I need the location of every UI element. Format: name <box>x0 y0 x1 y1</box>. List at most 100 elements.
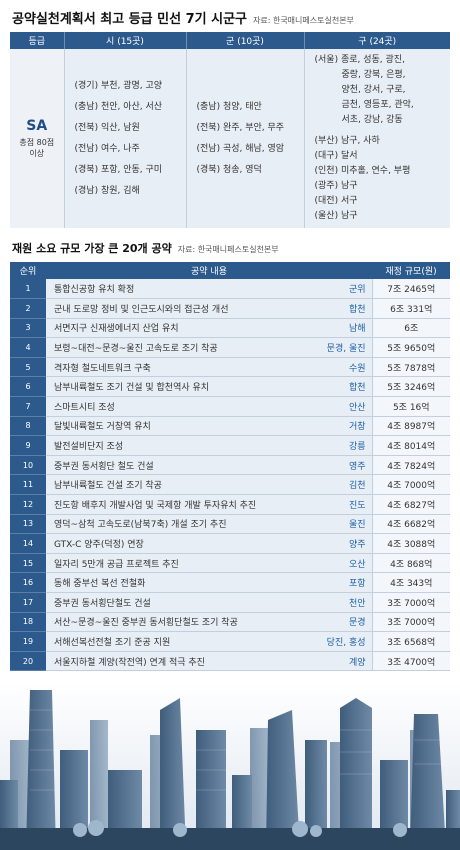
budget-header: 재정 규모(원) <box>372 262 451 279</box>
table-row: 14 GTX-C 양주(덕정) 연장 양주 4조 3088억 <box>10 533 451 554</box>
budget-cell: 5조 9650억 <box>371 337 451 358</box>
infographic-title: 공약실천계획서 최고 등급 민선 7기 시군구 자료: 한국매니페스토실천본부 <box>12 8 354 27</box>
table-row: 16 동해 중부선 복선 전철화 포항 4조 343억 <box>10 572 451 593</box>
region-cell: 강릉 <box>272 435 373 456</box>
gun-item: (충남) 청양, 태안 <box>196 101 262 112</box>
budget-cell: 4조 6682억 <box>371 514 451 535</box>
pledge-cell: GTX-C 양주(덕정) 연장 <box>46 533 272 554</box>
table-row: 9 발전설비단지 조성 강릉 4조 8014억 <box>10 435 451 456</box>
table-row: 11 남부내륙철도 건설 조기 착공 김천 4조 7000억 <box>10 474 451 496</box>
budget-cell: 3조 6568억 <box>371 631 451 652</box>
table-row: 4 보령~대전~문경~울진 고속도로 조기 착공 문경, 울진 5조 9650억 <box>10 337 451 358</box>
region-cell: 안산 <box>272 396 373 417</box>
rank-header: 순위 <box>10 262 46 279</box>
si-cell: (경기) 부천, 광명, 고양 (충남) 천안, 아산, 서산 (전북) 익산,… <box>64 49 187 228</box>
gu-seoul-item: 서초, 강남, 강동 <box>341 115 403 125</box>
gu-other-item: (인천) 미추홀, 연수, 부평 <box>314 166 411 176</box>
region-cell: 오산 <box>272 553 373 574</box>
grade-header: 등급 <box>10 32 65 49</box>
pledge-cell: 보령~대전~문경~울진 고속도로 조기 착공 <box>46 337 272 358</box>
budget-cell: 4조 868억 <box>371 553 451 574</box>
table-row: 12 진도항 배후지 개발사업 및 국제항 개발 투자유치 추진 진도 4조 6827… <box>10 494 451 515</box>
region-cell: 문경, 울진 <box>272 337 373 358</box>
title-text: 공약실천계획서 최고 등급 민선 7기 시군구 <box>12 12 247 27</box>
gu-other-item: (광주) 남구 <box>314 181 358 191</box>
table-row: 7 스마트시티 조성 안산 5조 16억 <box>10 396 451 417</box>
pledge-cell: 군내 도로망 정비 및 인근도시와의 접근성 개선 <box>46 298 272 319</box>
si-header: 시 (15곳) <box>64 32 187 49</box>
table-row: 17 중부권 동서횡단철도 건설 천안 3조 7000억 <box>10 592 451 613</box>
gun-cell: (충남) 청양, 태안 (전북) 완주, 부안, 무주 (전남) 곡성, 해남,… <box>186 49 305 228</box>
rank-cell: 15 <box>10 553 46 574</box>
rank-cell: 7 <box>10 396 46 417</box>
pledge-cell: 남부내륙철도 조기 건설 및 합천역사 유치 <box>46 376 272 398</box>
pledge-cell: 달빛내륙철도 거창역 유치 <box>46 416 272 437</box>
table-row: 3 서면지구 신재생에너지 산업 유치 남해 6조 <box>10 318 451 339</box>
rank-cell: 16 <box>10 572 46 593</box>
rank-cell: 6 <box>10 376 46 398</box>
rank-cell: 3 <box>10 318 46 339</box>
region-cell: 합천 <box>272 376 373 398</box>
budget-cell: 3조 7000억 <box>371 612 451 633</box>
budget-cell: 6조 <box>371 318 451 339</box>
region-cell: 진도 <box>272 494 373 515</box>
table-row: 10 중부권 동서횡단 철도 건설 영주 4조 7824억 <box>10 455 451 476</box>
rank-cell: 9 <box>10 435 46 456</box>
budget-cell: 3조 7000억 <box>371 592 451 613</box>
rank-cell: 10 <box>10 455 46 476</box>
rank-cell: 2 <box>10 298 46 319</box>
gu-other-item: (울산) 남구 <box>314 211 358 221</box>
rank-cell: 5 <box>10 357 46 378</box>
pledge-cell: 진도항 배후지 개발사업 및 국제항 개발 투자유치 추진 <box>46 494 272 515</box>
budget-cell: 4조 7000억 <box>371 474 451 496</box>
table-row: 1 통합신공항 유치 확정 군위 7조 2465억 <box>10 279 451 300</box>
gu-seoul-item: 중랑, 강북, 은평, <box>341 70 406 80</box>
rank-cell: 18 <box>10 612 46 633</box>
pledge-cell: 발전설비단지 조성 <box>46 435 272 456</box>
table-row: 19 서해선복선전철 조기 준공 지원 당진, 홍성 3조 6568억 <box>10 631 451 652</box>
pledge-cell: 스마트시티 조성 <box>46 396 272 417</box>
rank-cell: 8 <box>10 416 46 437</box>
rank-cell: 1 <box>10 279 46 300</box>
budget-cell: 4조 6827억 <box>371 494 451 515</box>
rank-cell: 17 <box>10 592 46 613</box>
pledge-cell: 일자리 5만개 공급 프로젝트 추진 <box>46 553 272 574</box>
pledge-cell: 격자형 철도네트워크 구축 <box>46 357 272 378</box>
gu-cell: (서울) 종로, 성동, 광진, 중랑, 강북, 은평, 양천, 강서, 구로,… <box>304 49 450 228</box>
budget-rows: 1 통합신공항 유치 확정 군위 7조 2465억 2 군내 도로망 정비 및 인근도시와… <box>10 279 451 672</box>
table-row: 20 서울지하철 계양(작전역) 연계 적극 추진 계양 3조 4700억 <box>10 651 451 672</box>
pledge-cell: 중부권 동서횡단철도 건설 <box>46 592 272 613</box>
budget-cell: 6조 331억 <box>371 298 451 319</box>
pledge-cell: 서울지하철 계양(작전역) 연계 적극 추진 <box>46 651 272 672</box>
budget-title: 재원 소요 규모 가장 큰 20개 공약 자료: 한국매니페스토실천본부 <box>12 240 279 256</box>
budget-cell: 4조 7824억 <box>371 455 451 476</box>
gu-seoul-item: (서울) 종로, 성동, 광진, <box>314 55 405 65</box>
pledge-header: 공약 내용 <box>46 262 373 279</box>
region-cell: 천안 <box>272 592 373 613</box>
region-cell: 포항 <box>272 572 373 593</box>
si-item: (경북) 포항, 안동, 구미 <box>74 164 163 175</box>
rank-cell: 20 <box>10 651 46 672</box>
pledge-cell: 통합신공항 유치 확정 <box>46 279 272 300</box>
rank-cell: 19 <box>10 631 46 652</box>
region-cell: 영주 <box>272 455 373 476</box>
table-row: 18 서산~문경~울진 중부권 동서횡단철도 조기 착공 문경 3조 7000억 <box>10 612 451 633</box>
gu-other-item: (대전) 서구 <box>314 196 358 206</box>
region-cell: 김천 <box>272 474 373 496</box>
budget-cell: 5조 7878억 <box>371 357 451 378</box>
budget-cell: 7조 2465억 <box>371 279 451 300</box>
region-cell: 군위 <box>272 279 373 300</box>
rank-cell: 12 <box>10 494 46 515</box>
budget-title-text: 재원 소요 규모 가장 큰 20개 공약 <box>12 242 172 255</box>
gun-header: 군 (10곳) <box>186 32 305 49</box>
table-row: 5 격자형 철도네트워크 구축 수원 5조 7878억 <box>10 357 451 378</box>
grade-cell: SA 총점 80점 이상 <box>10 49 65 228</box>
si-item: (경남) 창원, 김해 <box>74 185 140 196</box>
pledge-cell: 남부내륙철도 건설 조기 착공 <box>46 474 272 496</box>
grade-sa: SA <box>26 118 48 134</box>
gu-other-item: (대구) 달서 <box>314 151 358 161</box>
table-row: 13 영덕~삼척 고속도로(남북7축) 개설 조기 추진 울진 4조 6682억 <box>10 514 451 535</box>
budget-cell: 3조 4700억 <box>371 651 451 672</box>
grade-table: 등급 시 (15곳) 군 (10곳) 구 (24곳) SA 총점 80점 이상 … <box>10 32 450 228</box>
pledge-cell: 서해선복선전철 조기 준공 지원 <box>46 631 272 652</box>
